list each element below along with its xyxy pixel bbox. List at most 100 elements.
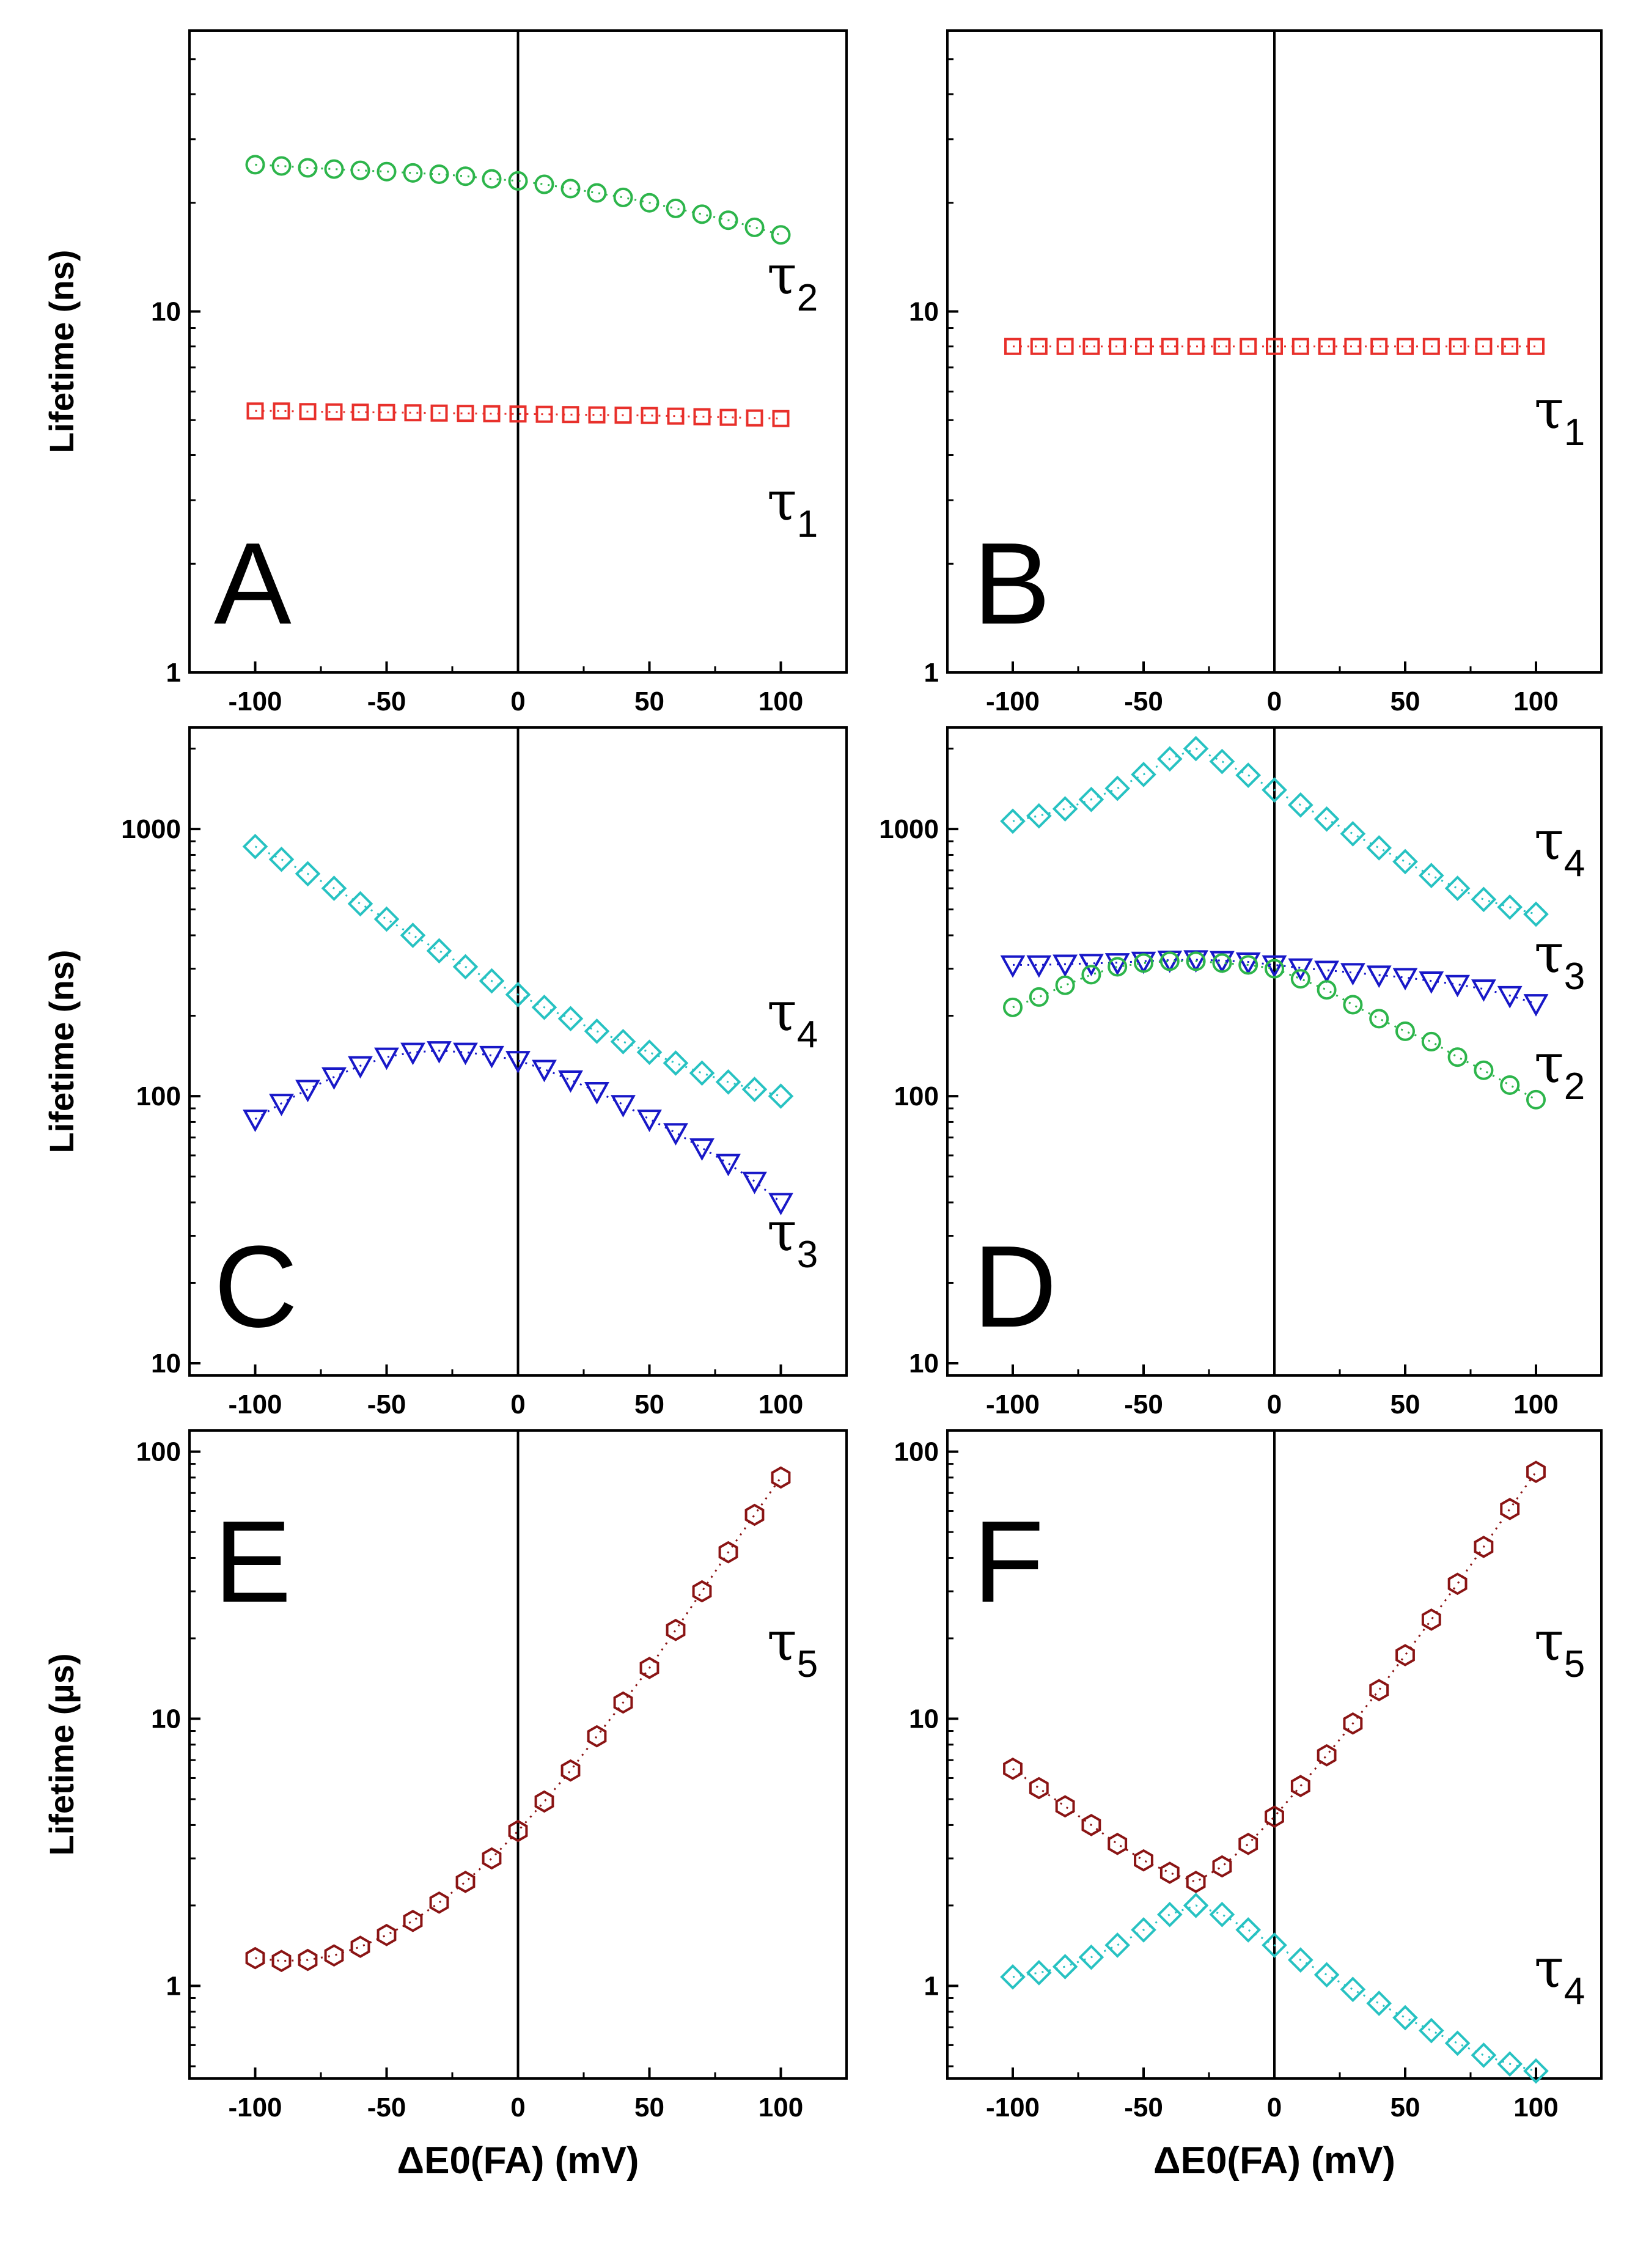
data-point — [1418, 2017, 1444, 2044]
data-point — [1104, 775, 1131, 801]
data-point — [613, 1691, 633, 1714]
data-point — [1421, 1608, 1441, 1631]
data-point — [1370, 337, 1388, 355]
data-point — [1081, 965, 1101, 985]
x-tick-label: -50 — [1124, 687, 1163, 716]
data-point — [1235, 952, 1261, 975]
data-point — [1422, 337, 1440, 355]
data-point — [1265, 1805, 1284, 1828]
data-point — [1262, 955, 1287, 978]
data-point — [400, 922, 426, 948]
data-point — [614, 407, 632, 424]
panel-letter: A — [214, 519, 292, 649]
y-tick-label: 100 — [136, 1437, 181, 1467]
x-tick-label: 50 — [634, 687, 664, 716]
data-point — [455, 166, 476, 186]
x-tick-label: 50 — [1391, 687, 1420, 716]
series-label: τ2 — [767, 243, 818, 319]
data-point — [1265, 959, 1284, 979]
data-point — [1366, 835, 1392, 861]
data-point — [588, 406, 606, 424]
y-tick-label: 10 — [151, 1349, 181, 1379]
data-point — [1290, 1775, 1310, 1797]
data-point — [1183, 1893, 1209, 1918]
data-point — [716, 1154, 741, 1177]
x-tick-label: 100 — [1513, 687, 1558, 716]
data-point — [348, 1056, 373, 1079]
data-point — [692, 1580, 712, 1603]
data-point — [1397, 337, 1414, 355]
data-point — [269, 1094, 294, 1116]
data-point — [1366, 1990, 1392, 2016]
panel-b: -100 -50 0 50 100 1 10 Bτ1 — [909, 29, 1603, 716]
data-point — [373, 906, 400, 932]
data-point — [482, 169, 502, 189]
data-point — [689, 1060, 715, 1086]
data-point — [610, 1029, 636, 1055]
data-point — [1109, 337, 1126, 355]
data-point — [321, 875, 347, 901]
series-tau-3: τ3 — [1000, 922, 1585, 1017]
data-point — [1078, 1944, 1104, 1970]
data-point — [1240, 337, 1257, 355]
x-tick-label: 100 — [1513, 2093, 1558, 2123]
data-point — [1392, 849, 1418, 875]
data-point — [1421, 1031, 1441, 1051]
data-point — [271, 1950, 292, 1973]
data-point — [772, 410, 790, 427]
y-tick-label: 1 — [924, 658, 939, 688]
data-point — [243, 1110, 268, 1132]
data-point — [1340, 963, 1365, 986]
data-point — [1156, 1901, 1183, 1927]
x-axis-label: ΔE0(FA) (mV) — [397, 2140, 639, 2182]
data-point — [1186, 951, 1206, 971]
data-point — [1053, 954, 1078, 978]
data-point — [1340, 821, 1366, 847]
series-tau-1: τ1 — [1004, 337, 1585, 454]
panel-f: -100 -50 0 50 100 1 10 100 ΔE0(FA) (mV) Fτ5 τ4 — [894, 1429, 1603, 2182]
data-point — [1419, 971, 1444, 994]
data-point — [1187, 337, 1205, 355]
data-point — [374, 1047, 399, 1070]
data-point — [1314, 806, 1340, 832]
data-point — [715, 1069, 741, 1095]
x-tick-label: 0 — [510, 687, 525, 716]
data-point — [693, 408, 711, 425]
data-point — [1186, 1871, 1206, 1893]
x-tick-label: 100 — [759, 1390, 803, 1419]
data-point — [509, 405, 527, 423]
data-point — [557, 1006, 584, 1032]
data-point — [452, 954, 479, 980]
y-tick-label: 1 — [166, 658, 181, 688]
data-point — [1213, 337, 1231, 355]
data-point — [636, 1039, 663, 1066]
data-point — [1235, 762, 1262, 788]
data-point — [692, 204, 712, 224]
data-point — [1210, 951, 1235, 974]
data-point — [719, 408, 737, 426]
data-point — [1003, 997, 1023, 1017]
data-point — [1131, 762, 1156, 787]
data-point — [1501, 337, 1519, 355]
data-point — [741, 1077, 768, 1102]
data-point — [689, 1138, 715, 1161]
data-point — [1314, 1962, 1340, 1988]
series-tau-1: τ1 — [246, 402, 818, 545]
x-tick-label: -100 — [986, 2093, 1040, 2123]
data-point — [505, 1051, 531, 1073]
data-point — [1523, 994, 1549, 1017]
data-point — [1134, 1849, 1153, 1872]
series-label: τ2 — [1534, 1032, 1585, 1108]
series-tau-4: τ4 — [1000, 1893, 1585, 2084]
series-tau-2: τ2 — [1003, 951, 1585, 1110]
series-label: τ4 — [1534, 1937, 1585, 2012]
series-label: τ5 — [1534, 1610, 1585, 1685]
data-point — [1078, 786, 1104, 812]
y-axis-label: Lifetime (µs) — [42, 1654, 81, 1856]
data-point — [584, 1018, 610, 1044]
data-point — [587, 1725, 607, 1748]
data-point — [663, 1123, 688, 1146]
y-axis-label: Lifetime (ns) — [42, 950, 81, 1154]
data-point — [1497, 2051, 1523, 2077]
